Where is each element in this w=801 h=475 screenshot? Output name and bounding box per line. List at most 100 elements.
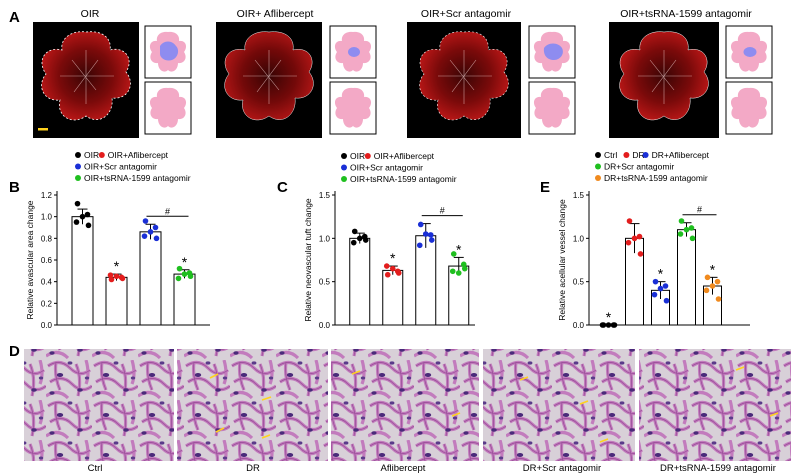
schematic-tsrna-bottom [725, 81, 773, 135]
data-point [461, 265, 468, 272]
significance-star: * [710, 261, 716, 277]
caption-ctrl: Ctrl [88, 463, 103, 474]
y-tick-label: 0.0 [573, 321, 585, 330]
data-point [637, 251, 644, 257]
legend-label: OIR [350, 151, 365, 161]
y-axis-label: Relative neovascular tuft change [303, 198, 313, 322]
legend-marker [75, 152, 81, 158]
schematic-aflibercept-bottom [329, 81, 377, 135]
schematic-aflibercept-top [329, 25, 377, 79]
legend-marker [364, 153, 371, 159]
retina-image-aflibercept [216, 22, 322, 138]
data-point [74, 200, 81, 207]
legend-label: OIR+Aflibercept [108, 150, 169, 160]
bar [415, 235, 437, 326]
data-point [356, 235, 363, 242]
panel-label-b: B [9, 179, 20, 196]
bar [71, 216, 94, 326]
data-point [108, 276, 115, 283]
data-point [85, 222, 92, 229]
y-tick-label: 0.2 [41, 299, 53, 308]
y-tick-label: 0.4 [41, 278, 53, 287]
data-point [142, 218, 149, 224]
arrow-markers [351, 370, 461, 417]
panel-label-c: C [277, 179, 288, 196]
panel-label-d: D [9, 343, 20, 360]
schematic-oir-bottom [144, 81, 192, 135]
data-point [395, 270, 402, 276]
he-image-scr-antagomir [483, 349, 635, 461]
data-point [350, 239, 357, 246]
data-point [147, 229, 154, 235]
legend-marker [98, 152, 105, 158]
he-image-dr [177, 349, 328, 461]
legend-label: DR [632, 150, 644, 160]
data-point [73, 219, 80, 225]
data-point [362, 237, 369, 243]
data-point [599, 322, 606, 328]
bar [105, 276, 128, 326]
row-a-title-1: OIR [81, 8, 100, 20]
data-point [703, 287, 710, 294]
legend-label: DR+Aflibercept [652, 150, 710, 160]
data-point [626, 218, 633, 224]
arrow-markers [735, 366, 779, 417]
legend-marker [341, 164, 347, 171]
data-point [153, 235, 160, 242]
legend-label: OIR+Scr antagomir [84, 162, 157, 172]
scale-bar [38, 128, 48, 131]
data-point [449, 268, 456, 275]
data-point [688, 225, 695, 231]
he-image-tsrna-antagomir [639, 349, 791, 461]
y-tick-label: 0.8 [41, 234, 53, 243]
data-point [631, 235, 638, 242]
data-point [384, 271, 391, 278]
bar [139, 231, 162, 326]
y-tick-label: 0.5 [319, 278, 331, 287]
data-point [84, 211, 91, 218]
significance-star: * [114, 258, 120, 274]
legend-label: OIR+tsRNA-1599 antagomir [84, 173, 191, 183]
legend-label: OIR [84, 150, 99, 160]
y-tick-label: 0.5 [573, 278, 585, 287]
data-point [107, 272, 114, 278]
comparison-hash: # [440, 206, 445, 216]
caption-scr-antagomir: DR+Scr antagomir [523, 463, 601, 474]
data-point [187, 273, 194, 280]
data-point [683, 226, 690, 233]
data-point [662, 283, 669, 289]
data-point [141, 233, 148, 239]
row-a-title-3: OIR+Scr antagomir [421, 8, 512, 20]
data-point [709, 283, 716, 289]
y-tick-label: 1.5 [319, 191, 331, 200]
y-axis-label: Relative acellular vessel change [557, 199, 567, 321]
legend-marker [341, 176, 347, 182]
data-point [181, 271, 188, 277]
data-point [611, 322, 618, 328]
legend-marker [623, 152, 630, 158]
data-point [417, 221, 424, 228]
bar [382, 269, 404, 326]
data-point [175, 275, 182, 282]
data-point [113, 273, 120, 280]
y-tick-label: 0.0 [41, 321, 53, 330]
caption-aflibercept: Aflibercept [381, 463, 426, 474]
bar [677, 229, 696, 326]
row-a-title-2: OIR+ Aflibercept [237, 8, 314, 20]
he-image-aflibercept [331, 349, 479, 461]
bar [173, 273, 196, 326]
legend-marker [595, 175, 601, 181]
y-tick-label: 1.0 [573, 234, 585, 243]
data-point [455, 270, 462, 276]
data-point [677, 231, 684, 237]
significance-star: * [658, 266, 664, 282]
schematic-oir-top [144, 25, 192, 79]
caption-dr: DR [246, 463, 260, 474]
y-tick-label: 0.0 [319, 321, 331, 330]
arrow-markers [519, 376, 609, 443]
retina-image-scr-antagomir [407, 22, 521, 138]
data-point [176, 265, 183, 272]
data-point [119, 275, 126, 282]
legend-label: DR+Scr antagomir [604, 162, 674, 172]
